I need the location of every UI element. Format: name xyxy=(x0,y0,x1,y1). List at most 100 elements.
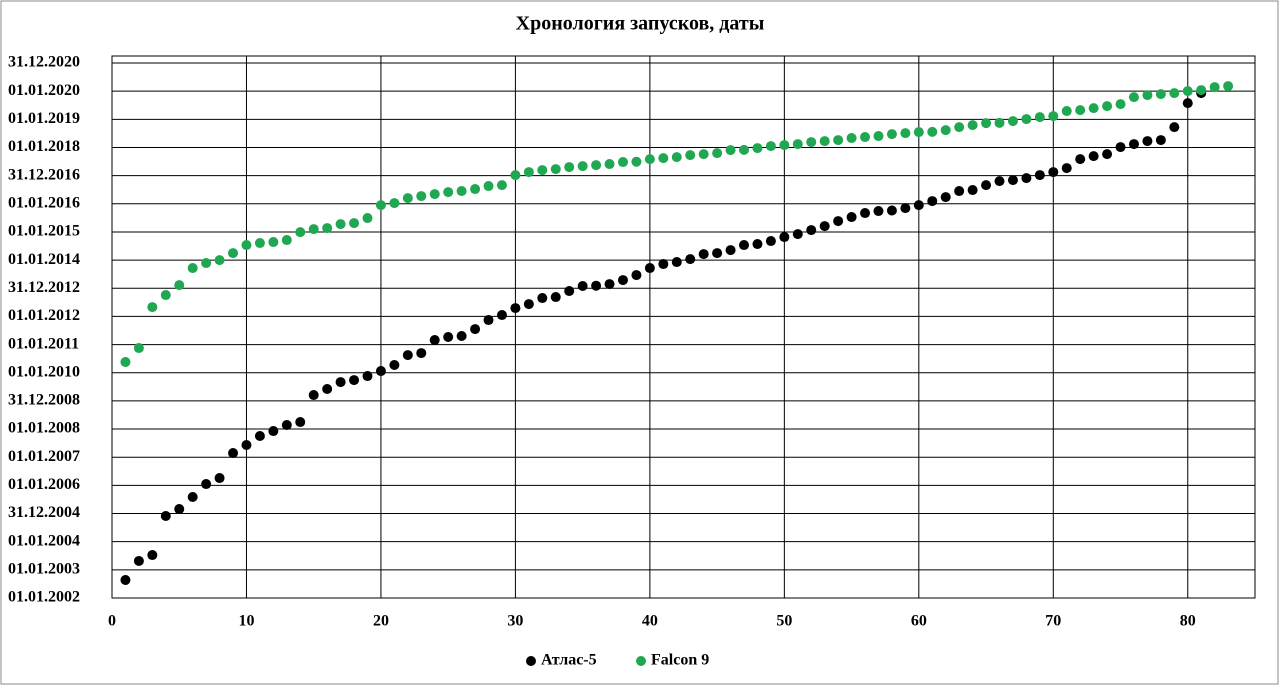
x-tick-label: 80 xyxy=(1180,613,1196,630)
point xyxy=(1155,89,1166,100)
y-tick-label: 31.12.2016 xyxy=(8,166,80,183)
point xyxy=(1061,106,1072,117)
point xyxy=(1196,85,1207,96)
point xyxy=(860,132,871,143)
legend-marker xyxy=(526,656,536,666)
point xyxy=(779,140,790,151)
point xyxy=(214,255,225,266)
point xyxy=(913,127,924,138)
point xyxy=(295,227,306,238)
point xyxy=(268,237,279,248)
point xyxy=(846,133,857,144)
point xyxy=(739,144,750,155)
y-tick-label: 01.01.2003 xyxy=(8,561,80,578)
point xyxy=(241,240,252,251)
point xyxy=(577,281,588,292)
point xyxy=(537,165,548,176)
point xyxy=(254,238,265,249)
point xyxy=(1007,175,1018,186)
point xyxy=(496,180,507,191)
point xyxy=(860,208,871,219)
point xyxy=(147,550,158,561)
x-tick-label: 40 xyxy=(642,613,658,630)
point xyxy=(833,216,844,227)
point xyxy=(160,510,171,521)
legend: Атлас-5 Falcon 9 xyxy=(526,652,709,669)
y-tick-label: 01.01.2008 xyxy=(8,420,80,437)
point xyxy=(187,263,198,274)
x-tick-label: 70 xyxy=(1045,613,1061,630)
point xyxy=(712,248,723,259)
point xyxy=(470,184,481,195)
point xyxy=(322,223,333,234)
point xyxy=(1128,92,1139,103)
point xyxy=(523,299,534,310)
point xyxy=(833,135,844,146)
point xyxy=(940,125,951,136)
point xyxy=(886,129,897,140)
point xyxy=(685,254,696,265)
point xyxy=(537,293,548,304)
point xyxy=(873,131,884,142)
point xyxy=(456,186,467,197)
point xyxy=(779,232,790,243)
point xyxy=(496,310,507,321)
y-tick-label: 01.01.2020 xyxy=(8,82,80,99)
point xyxy=(644,263,655,274)
point xyxy=(792,139,803,150)
point xyxy=(658,259,669,270)
point xyxy=(550,164,561,175)
point xyxy=(362,371,373,382)
point xyxy=(631,270,642,281)
point xyxy=(416,348,427,359)
y-tick-label: 01.01.2006 xyxy=(8,476,80,493)
point xyxy=(510,303,521,314)
x-tick-label: 0 xyxy=(108,613,116,630)
point xyxy=(254,430,265,441)
point xyxy=(1021,173,1032,184)
point xyxy=(456,331,467,342)
point xyxy=(564,162,575,173)
point xyxy=(281,235,292,246)
point xyxy=(1102,149,1113,160)
point xyxy=(389,360,400,371)
point xyxy=(806,137,817,148)
point xyxy=(712,148,723,159)
point xyxy=(658,153,669,164)
point xyxy=(604,279,615,290)
point xyxy=(429,189,440,200)
x-tick-label: 60 xyxy=(911,613,927,630)
point xyxy=(591,280,602,291)
point xyxy=(1169,88,1180,99)
point xyxy=(1209,82,1220,93)
point xyxy=(1128,139,1139,150)
point xyxy=(375,366,386,377)
point xyxy=(927,126,938,137)
point xyxy=(765,141,776,152)
y-tick-label: 01.01.2004 xyxy=(8,532,80,549)
point xyxy=(1223,81,1234,92)
point xyxy=(591,160,602,171)
y-tick-label: 01.01.2016 xyxy=(8,194,80,211)
point xyxy=(402,193,413,204)
point xyxy=(1142,90,1153,101)
point xyxy=(1182,98,1193,109)
point xyxy=(1034,170,1045,181)
point xyxy=(671,257,682,268)
point xyxy=(443,187,454,198)
point xyxy=(187,492,198,503)
y-tick-label: 01.01.2010 xyxy=(8,363,80,380)
point xyxy=(577,161,588,172)
y-tick-label: 01.01.2014 xyxy=(8,251,80,268)
point xyxy=(241,440,252,451)
point xyxy=(1142,136,1153,147)
point xyxy=(1182,86,1193,97)
point xyxy=(685,150,696,161)
point xyxy=(133,555,144,566)
point xyxy=(160,290,171,301)
point xyxy=(819,136,830,147)
point xyxy=(1155,135,1166,146)
point xyxy=(617,157,628,168)
point xyxy=(120,357,131,368)
y-tick-label: 31.12.2020 xyxy=(8,54,80,71)
